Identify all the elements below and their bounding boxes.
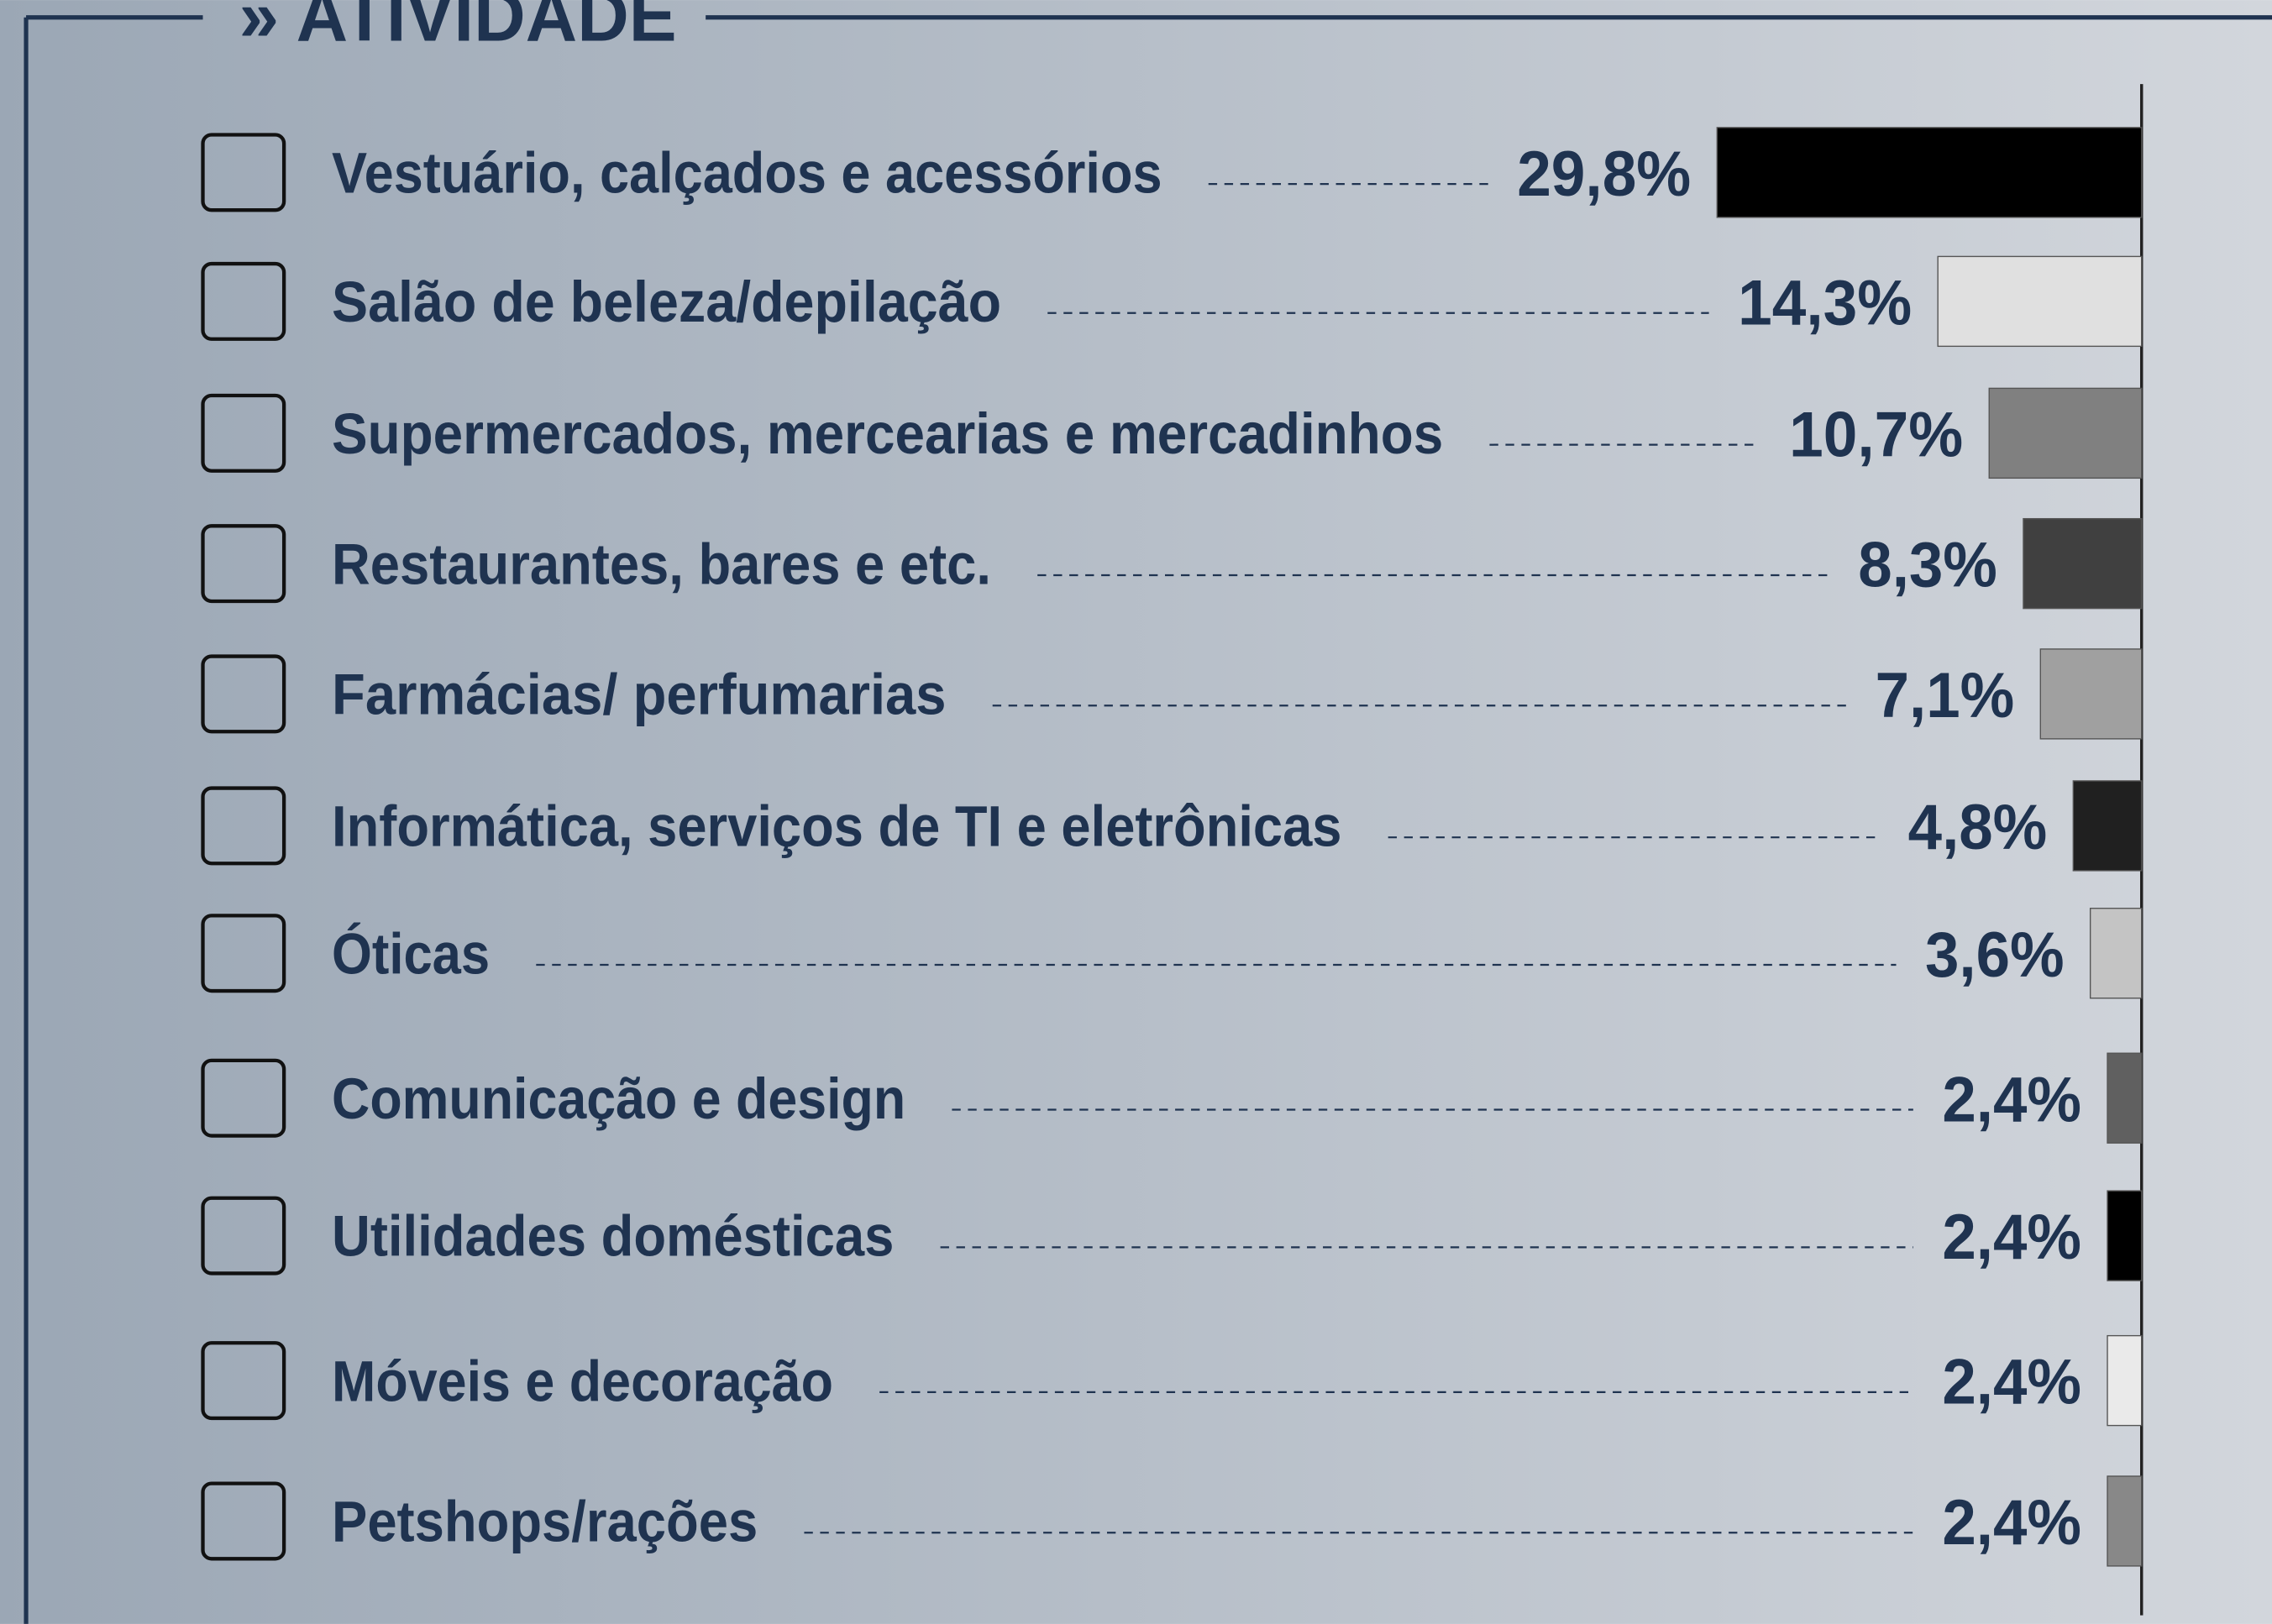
bar [2107, 1052, 2143, 1144]
value-label: 3,6% [1925, 919, 2065, 991]
icon [201, 524, 286, 604]
chart-title: » ATIVIDADE [239, 0, 677, 56]
category-label: Vestuário, calçados e acessórios [332, 141, 1162, 206]
category-label: Restaurantes, bares e etc. [332, 532, 991, 596]
category-label: Utilidades domésticas [332, 1204, 894, 1269]
icon [201, 1341, 286, 1421]
icon [201, 393, 286, 473]
icon [201, 1481, 286, 1561]
value-label: 2,4% [1942, 1202, 2081, 1273]
category-label: Informática, serviços de TI e eletrônica… [332, 794, 1341, 859]
category-label: Petshops/rações [332, 1490, 758, 1554]
bar [2039, 648, 2143, 740]
value-label: 10,7% [1789, 399, 1963, 470]
bar [1988, 387, 2143, 479]
category-label: Móveis e decoração [332, 1349, 833, 1413]
category-label: Óticas [332, 921, 490, 986]
value-label: 2,4% [1942, 1064, 2081, 1135]
icon [201, 133, 286, 212]
bar [2107, 1334, 2143, 1427]
value-label: 7,1% [1876, 660, 2015, 731]
icon [201, 786, 286, 866]
value-label: 14,3% [1738, 267, 1912, 338]
category-label: Farmácias/ perfumarias [332, 663, 946, 727]
value-label: 29,8% [1517, 139, 1691, 210]
category-label: Salão de beleza/depilação [332, 270, 1001, 334]
bar [2023, 517, 2143, 610]
icon [201, 914, 286, 993]
icon [201, 1058, 286, 1138]
icon [201, 261, 286, 341]
value-label: 8,3% [1858, 530, 1997, 601]
value-label: 2,4% [1942, 1487, 2081, 1559]
bar [1937, 255, 2143, 348]
bar [2107, 1475, 2143, 1567]
bar [2089, 908, 2143, 999]
icon [201, 654, 286, 734]
bar [2107, 1190, 2143, 1281]
value-label: 4,8% [1908, 792, 2048, 863]
bar [2072, 780, 2143, 872]
icon [201, 1196, 286, 1276]
category-label: Supermercados, mercearias e mercadinhos [332, 401, 1443, 466]
bar [1716, 127, 2143, 218]
category-label: Comunicação e design [332, 1066, 905, 1131]
value-label: 2,4% [1942, 1347, 2081, 1418]
